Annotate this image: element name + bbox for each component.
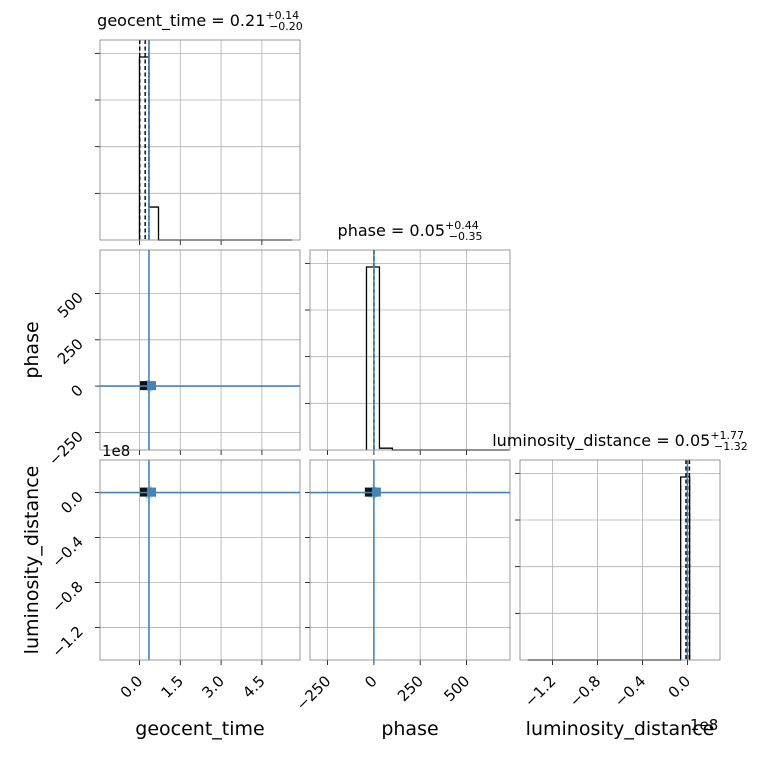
- y-offset-text: 1e8: [102, 442, 130, 460]
- panel-geocent_time-vs-phase: −250 0 250 500 phase: [21, 249, 301, 470]
- panel-title-phase: phase = 0.05+0.44 −0.35: [338, 219, 483, 243]
- y-axis-label-phase: phase: [21, 321, 43, 378]
- panel-title-luminosity_distance: luminosity_distance = 0.05+1.77 −1.32: [492, 429, 748, 453]
- sample-point: [145, 499, 148, 502]
- histogram-luminosity_distance: [527, 476, 691, 661]
- x-tick-label: −250: [293, 672, 335, 714]
- sample-point: [146, 379, 149, 382]
- sample-point: [154, 496, 157, 499]
- y-tick-label: 0: [67, 381, 86, 400]
- gridlines: [310, 250, 510, 450]
- sample-point: [150, 486, 153, 488]
- x-axis-label-luminosity_distance: luminosity_distance: [526, 718, 715, 740]
- x-tick-label: 0.0: [117, 672, 147, 702]
- x-tick-label: 250: [394, 672, 427, 705]
- sample-point: [146, 496, 149, 499]
- x-tick-label: 500: [440, 672, 473, 705]
- y-tick-label: −0.8: [48, 578, 86, 616]
- x-tick-label: −0.4: [611, 672, 649, 710]
- panel-frame: [309, 459, 511, 661]
- x-tick-label: 0.0: [665, 672, 695, 702]
- x-tick-label: −1.2: [521, 672, 559, 710]
- panel-luminosity_distance-hist: luminosity_distance = 0.05+1.77 −1.32 −1.2…: [492, 429, 748, 740]
- sample-point: [145, 496, 148, 499]
- x-tick-label: 3.0: [198, 672, 228, 702]
- histogram-geocent_time: [138, 56, 292, 241]
- gridlines: [100, 460, 300, 660]
- y-tick-label: −250: [45, 428, 87, 470]
- gridlines: [310, 460, 510, 660]
- x-axis-label-geocent_time: geocent_time: [135, 718, 264, 740]
- sample-point: [149, 390, 152, 392]
- panel-phase-hist: phase = 0.05+0.44 −0.35: [305, 219, 511, 455]
- gridlines: [100, 40, 300, 240]
- y-tick-label: 500: [54, 289, 87, 322]
- panel-geocent_time-vs-luminosity_distance: −1.2 −0.8 −0.4 0.0 luminosity_distance 0.0 1.5…: [21, 459, 301, 740]
- panel-frame: [99, 39, 301, 241]
- sample-point: [150, 486, 152, 488]
- sample-point: [378, 497, 381, 500]
- y-tick-label: −0.4: [48, 533, 86, 571]
- sample-point: [150, 496, 153, 499]
- y-tick-label: 0.0: [57, 488, 87, 518]
- x-tick-label: 0: [361, 672, 380, 691]
- x-axis-label-phase: phase: [381, 718, 438, 740]
- histogram-phase: [365, 266, 510, 451]
- x-offset-text: 1e8: [690, 716, 718, 734]
- y-tick-label: −1.2: [48, 623, 86, 661]
- panel-frame: [309, 249, 511, 451]
- panel-frame: [99, 459, 301, 661]
- sample-point: [370, 496, 373, 499]
- panel-frame: [519, 459, 721, 661]
- sample-point: [145, 497, 148, 500]
- gridlines: [100, 250, 300, 450]
- y-axis-label-luminosity_distance: luminosity_distance: [21, 466, 43, 655]
- x-tick-label: 4.5: [239, 672, 269, 702]
- panel-frame: [99, 249, 301, 451]
- x-tick-label: 1.5: [158, 672, 188, 702]
- panel-title-geocent_time: geocent_time = 0.21+0.14 −0.20: [97, 9, 303, 33]
- x-tick-label: −0.8: [566, 672, 604, 710]
- panel-geocent_time-hist: geocent_time = 0.21+0.14 −0.20: [95, 9, 303, 245]
- y-tick-label: 250: [54, 335, 87, 368]
